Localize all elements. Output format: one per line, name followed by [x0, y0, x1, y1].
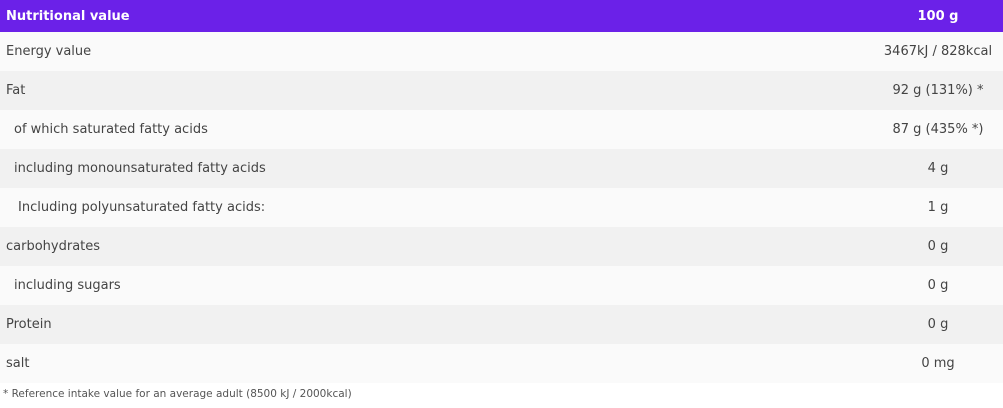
footnote: * Reference intake value for an average …: [3, 388, 352, 400]
row-value: 3467kJ / 828kcal: [873, 32, 1003, 71]
row-label: carbohydrates: [0, 227, 873, 266]
row-value: 87 g (435% *): [873, 110, 1003, 149]
row-value: 92 g (131%) *: [873, 71, 1003, 110]
nutrition-table: Nutritional value 100 g Energy value 3467…: [0, 0, 1003, 383]
row-label: including sugars: [0, 266, 873, 305]
table-row: including sugars 0 g: [0, 266, 1003, 305]
row-label: Protein: [0, 305, 873, 344]
row-value: 4 g: [873, 149, 1003, 188]
header-label: Nutritional value: [0, 0, 873, 32]
table-row: salt 0 mg: [0, 344, 1003, 383]
row-label: of which saturated fatty acids: [0, 110, 873, 149]
header-value: 100 g: [873, 0, 1003, 32]
table-row: including monounsaturated fatty acids 4 g: [0, 149, 1003, 188]
row-value: 0 mg: [873, 344, 1003, 383]
table-row: Including polyunsaturated fatty acids: 1 …: [0, 188, 1003, 227]
table-row: Energy value 3467kJ / 828kcal: [0, 32, 1003, 71]
row-value: 0 g: [873, 227, 1003, 266]
row-value: 0 g: [873, 266, 1003, 305]
row-label: Including polyunsaturated fatty acids:: [0, 188, 873, 227]
row-label: Fat: [0, 71, 873, 110]
table-row: of which saturated fatty acids 87 g (435%…: [0, 110, 1003, 149]
table-header: Nutritional value 100 g: [0, 0, 1003, 32]
row-label: salt: [0, 344, 873, 383]
table-row: Protein 0 g: [0, 305, 1003, 344]
row-value: 0 g: [873, 305, 1003, 344]
table-row: carbohydrates 0 g: [0, 227, 1003, 266]
row-label: Energy value: [0, 32, 873, 71]
row-label: including monounsaturated fatty acids: [0, 149, 873, 188]
row-value: 1 g: [873, 188, 1003, 227]
table-row: Fat 92 g (131%) *: [0, 71, 1003, 110]
